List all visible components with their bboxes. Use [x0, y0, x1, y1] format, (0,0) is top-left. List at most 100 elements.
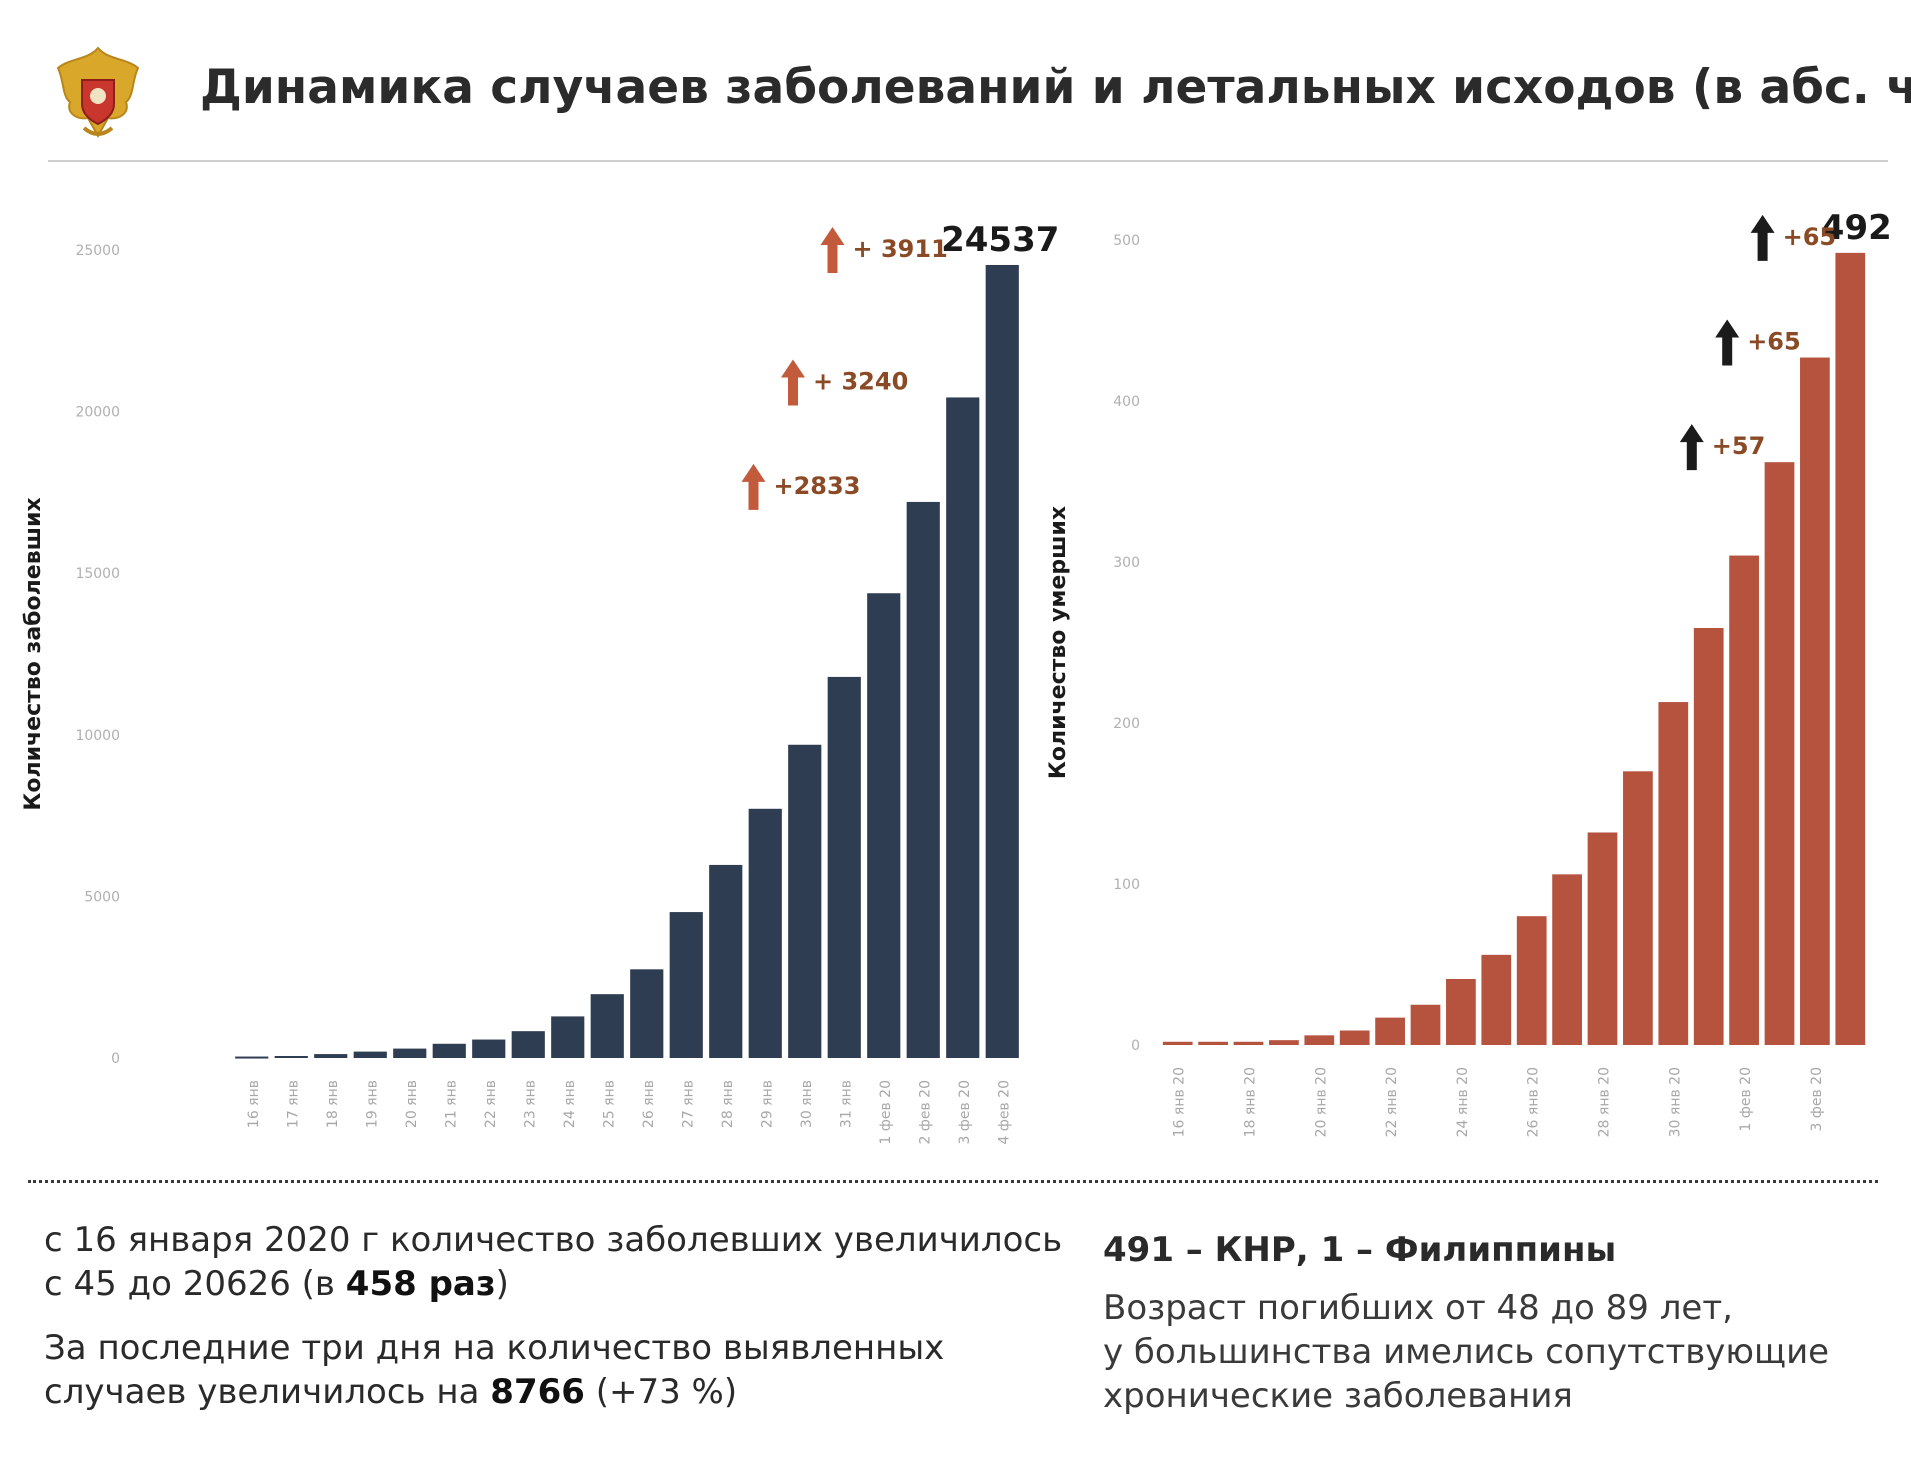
cases-bar: [551, 1016, 585, 1058]
fold-increase: 458 раз: [345, 1264, 496, 1304]
cases-bar: [590, 994, 624, 1058]
cases-bar: [472, 1039, 506, 1058]
deaths-bar: [1623, 771, 1653, 1045]
deaths-by-country: 491 – КНР, 1 – Филиппины: [1103, 1230, 1617, 1270]
cases-bar: [669, 912, 703, 1058]
cases-bar: [827, 676, 861, 1058]
cases-delta-label: + 3240: [813, 367, 908, 395]
cases-x-tick-label: 20 янв: [404, 1080, 420, 1128]
cases-bar: [393, 1048, 427, 1058]
cases-x-tick-label: 27 янв: [680, 1080, 696, 1128]
cases-x-tick-label: 28 янв: [720, 1080, 736, 1128]
deaths-bar: [1552, 874, 1582, 1045]
deaths-bar: [1800, 357, 1830, 1045]
three-day-increase: 8766: [490, 1372, 585, 1412]
cases-up-arrow-icon: [820, 226, 845, 273]
deaths-y-tick-label: 0: [1131, 1038, 1140, 1054]
deaths-x-tick-label: 24 янв 20: [1455, 1067, 1471, 1137]
cases-bar: [709, 864, 743, 1058]
cases-x-tick-label: 4 фев 20: [996, 1080, 1012, 1144]
cases-bar: [906, 501, 940, 1058]
cases-bar: [788, 744, 822, 1058]
charts-area: Количество заболевших0500010000150002000…: [21, 208, 1892, 1145]
deaths-delta-label: +65: [1783, 223, 1837, 251]
deaths-bar: [1481, 954, 1512, 1045]
header-divider: [48, 160, 1888, 162]
cases-x-tick-label: 3 фев 20: [957, 1080, 973, 1144]
deaths-y-tick-label: 300: [1113, 555, 1140, 571]
cases-delta-label: + 3911: [853, 235, 948, 263]
cases-bar: [867, 593, 901, 1058]
cases-bar: [946, 397, 980, 1058]
cases-x-tick-label: 21 янв: [443, 1080, 459, 1128]
cases-up-arrow-icon: [741, 463, 766, 510]
cases-y-tick-label: 5000: [84, 889, 120, 905]
deaths-up-arrow-icon: [1750, 214, 1775, 261]
cases-bar: [985, 264, 1019, 1058]
cases-x-tick-label: 22 янв: [483, 1080, 499, 1128]
cases-bar: [235, 1056, 269, 1059]
ministry-emblem-icon: [56, 46, 140, 139]
deaths-summary: 491 – КНР, 1 – Филиппины Возраст погибши…: [1103, 1228, 1893, 1418]
cases-x-tick-label: 25 янв: [601, 1080, 617, 1128]
cases-x-tick-label: 29 янв: [759, 1080, 775, 1128]
deaths-bar: [1658, 702, 1689, 1045]
deaths-bar: [1587, 832, 1618, 1045]
cases-x-tick-label: 1 фев 20: [878, 1080, 894, 1144]
deaths-bar: [1375, 1017, 1405, 1045]
cases-y-tick-label: 20000: [75, 405, 120, 421]
cases-bar: [274, 1055, 308, 1058]
deaths-top-value-label: 492: [1821, 208, 1892, 248]
cases-bar: [432, 1043, 466, 1058]
slide-header: Динамика случаев заболеваний и летальных…: [40, 30, 1911, 160]
deaths-bar: [1304, 1035, 1335, 1045]
section-divider: [28, 1180, 1878, 1183]
cases-x-tick-label: 17 янв: [285, 1080, 301, 1128]
deaths-delta-label: +57: [1712, 432, 1766, 460]
deaths-y-axis-label: Количество умерших: [1046, 506, 1071, 779]
cases-x-tick-label: 23 янв: [522, 1080, 538, 1128]
deaths-y-tick-label: 500: [1113, 233, 1140, 249]
deaths-y-tick-label: 400: [1113, 394, 1140, 410]
cases-bar: [511, 1031, 545, 1058]
deaths-x-tick-label: 16 янв 20: [1172, 1067, 1188, 1137]
cases-up-arrow-icon: [781, 359, 805, 406]
cases-y-axis-label: Количество заболевших: [21, 497, 46, 810]
deaths-up-arrow-icon: [1679, 424, 1704, 471]
deaths-bar: [1516, 916, 1547, 1045]
deaths-up-arrow-icon: [1715, 319, 1740, 366]
deaths-x-tick-label: 30 янв 20: [1667, 1067, 1683, 1137]
cases-y-tick-label: 0: [111, 1051, 120, 1067]
cases-summary-line-4: случаев увеличилось на 8766 (+73 %): [44, 1372, 738, 1412]
deaths-bar: [1764, 462, 1795, 1045]
deaths-x-tick-label: 18 янв 20: [1243, 1067, 1259, 1137]
cases-x-tick-label: 19 янв: [364, 1080, 380, 1128]
cases-bar: [748, 808, 782, 1058]
deaths-y-tick-label: 200: [1113, 716, 1140, 732]
deaths-x-tick-label: 28 янв 20: [1597, 1067, 1613, 1137]
deaths-bar: [1446, 978, 1476, 1045]
cases-x-tick-label: 26 янв: [641, 1080, 657, 1128]
deaths-bar: [1835, 252, 1866, 1045]
deaths-bar: [1693, 628, 1724, 1045]
deaths-bar: [1233, 1041, 1264, 1045]
cases-summary-line-3: За последние три дня на количество выявл…: [44, 1328, 945, 1368]
cases-summary: с 16 января 2020 г количество заболевших…: [44, 1218, 1064, 1414]
cases-x-tick-label: 16 янв: [246, 1080, 262, 1128]
deaths-x-tick-label: 22 янв 20: [1384, 1067, 1400, 1137]
cases-y-tick-label: 25000: [75, 243, 120, 259]
cases-bar: [314, 1054, 348, 1058]
deaths-bar: [1162, 1041, 1193, 1045]
deaths-bar: [1198, 1041, 1228, 1045]
deaths-summary-line-1: Возраст погибших от 48 до 89 лет,: [1103, 1288, 1733, 1328]
deaths-bar: [1410, 1004, 1441, 1045]
cases-x-tick-label: 2 фев 20: [917, 1080, 933, 1144]
cases-y-tick-label: 10000: [75, 728, 120, 744]
cases-x-tick-label: 18 янв: [325, 1080, 341, 1128]
deaths-delta-label: +65: [1747, 328, 1801, 356]
deaths-summary-line-3: хронические заболевания: [1103, 1376, 1573, 1416]
cases-bar: [630, 969, 664, 1058]
cases-y-tick-label: 15000: [75, 566, 120, 582]
cases-top-value-label: 24537: [941, 220, 1059, 260]
cases-x-tick-label: 24 янв: [562, 1080, 578, 1128]
